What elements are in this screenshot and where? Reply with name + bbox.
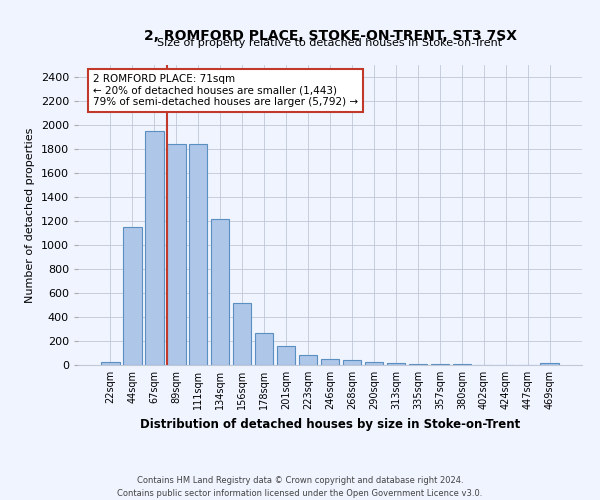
Bar <box>541 362 559 365</box>
Bar <box>365 362 383 365</box>
Bar <box>452 364 471 365</box>
Text: Contains HM Land Registry data © Crown copyright and database right 2024.
Contai: Contains HM Land Registry data © Crown c… <box>118 476 482 498</box>
Bar <box>101 362 119 365</box>
Bar <box>299 356 317 365</box>
Bar <box>343 360 361 365</box>
Bar <box>123 227 142 365</box>
Y-axis label: Number of detached properties: Number of detached properties <box>25 128 35 302</box>
Bar <box>189 144 208 365</box>
Bar <box>167 144 185 365</box>
Bar <box>211 219 229 365</box>
Bar <box>233 302 251 365</box>
Bar <box>145 131 164 365</box>
Text: Size of property relative to detached houses in Stoke-on-Trent: Size of property relative to detached ho… <box>157 38 503 48</box>
Bar <box>409 364 427 365</box>
Bar <box>320 359 340 365</box>
Bar <box>386 363 405 365</box>
Bar <box>431 364 449 365</box>
X-axis label: Distribution of detached houses by size in Stoke-on-Trent: Distribution of detached houses by size … <box>140 418 520 430</box>
Bar <box>255 333 274 365</box>
Text: 2 ROMFORD PLACE: 71sqm
← 20% of detached houses are smaller (1,443)
79% of semi-: 2 ROMFORD PLACE: 71sqm ← 20% of detached… <box>93 74 358 107</box>
Title: 2, ROMFORD PLACE, STOKE-ON-TRENT, ST3 7SX: 2, ROMFORD PLACE, STOKE-ON-TRENT, ST3 7S… <box>143 29 517 43</box>
Bar <box>277 346 295 365</box>
